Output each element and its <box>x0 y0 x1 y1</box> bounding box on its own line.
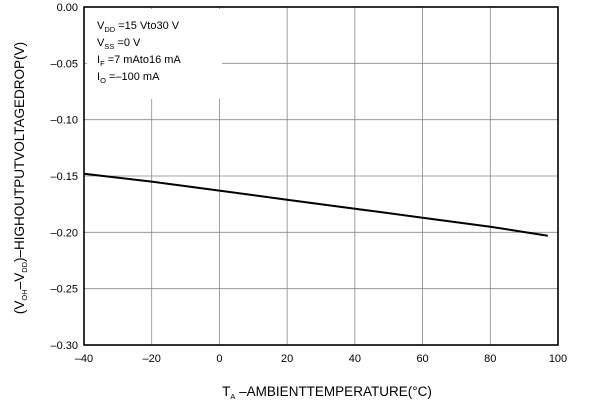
condition-value: =–100 mA <box>106 71 160 83</box>
x-tick-label: 80 <box>484 353 496 365</box>
y-tick-label: –0.15 <box>50 171 78 183</box>
condition-symbol: I <box>97 54 100 66</box>
x-tick-label: –40 <box>75 353 93 365</box>
y-axis-label-p3: )–HIGHOUTPUTVOLTAGEDROP(V) <box>12 42 27 262</box>
y-tick-labels: 0.00 –0.05 –0.10 –0.15 –0.20 –0.25 –0.30 <box>50 2 78 352</box>
x-axis-label-rest: –AMBIENTTEMPERATURE(°C) <box>235 384 431 399</box>
y-tick-label: –0.25 <box>50 284 78 296</box>
conditions-box <box>87 9 222 99</box>
condition-symbol: V <box>97 37 105 49</box>
x-tick-label: 0 <box>216 353 222 365</box>
y-tick-label: –0.05 <box>50 58 78 70</box>
condition-line: IO =–100 mA <box>97 71 160 85</box>
y-tick-label: –0.10 <box>50 115 78 127</box>
condition-subscript: DD <box>104 25 115 34</box>
y-axis-label-p2: –V <box>12 273 27 290</box>
y-axis-label: (VOH–VDD)–HIGHOUTPUTVOLTAGEDROP(V) <box>12 42 29 314</box>
condition-line: VSS =0 V <box>97 37 141 51</box>
condition-subscript: SS <box>104 42 114 51</box>
condition-line: VDD =15 Vto30 V <box>97 20 180 34</box>
y-tick-label: –0.20 <box>50 227 78 239</box>
series-group <box>83 172 548 237</box>
condition-value: =0 V <box>114 37 141 49</box>
condition-symbol: I <box>97 71 100 83</box>
y-tick-label: –0.30 <box>50 340 78 352</box>
plot-frame <box>83 6 559 346</box>
condition-subscript: O <box>100 76 106 85</box>
x-tick-labels: –40 –20 0 20 40 60 80 100 <box>75 353 567 365</box>
x-tick-label: –20 <box>143 353 161 365</box>
x-axis-label-sub: A <box>230 392 235 401</box>
y-axis-label-s1: OH <box>20 289 29 300</box>
x-axis-label-main: T <box>222 384 230 399</box>
x-tick-label: 60 <box>416 353 428 365</box>
x-axis-label: TA –AMBIENTTEMPERATURE(°C) <box>222 384 432 401</box>
x-tick-label: 40 <box>349 353 361 365</box>
series-line <box>83 172 548 237</box>
condition-subscript: F <box>100 59 105 68</box>
x-tick-label: 20 <box>281 353 293 365</box>
x-tick-label: 100 <box>549 353 567 365</box>
condition-line: IF =7 mAto16 mA <box>97 54 181 68</box>
y-axis-label-p1: (V <box>12 301 27 315</box>
condition-value: =15 Vto30 V <box>115 20 180 32</box>
condition-symbol: V <box>97 20 105 32</box>
y-tick-label: 0.00 <box>57 2 78 14</box>
y-axis-label-s2: DD <box>20 261 29 272</box>
condition-value: =7 mAto16 mA <box>105 54 182 66</box>
